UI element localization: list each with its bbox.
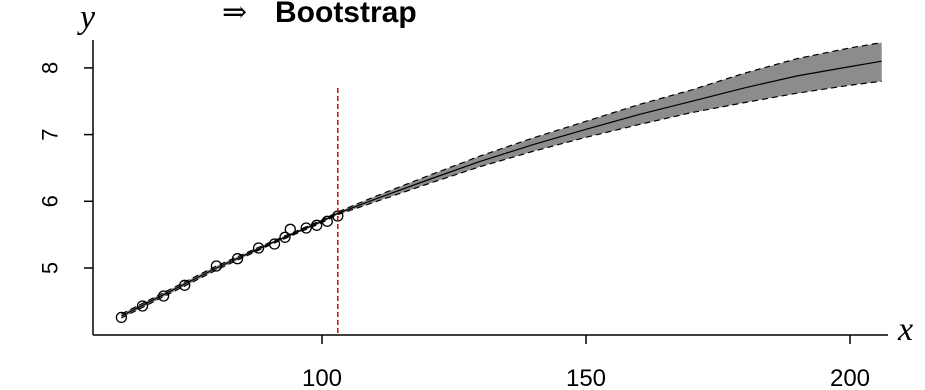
data-point: [115, 311, 128, 324]
data-point: [136, 300, 149, 312]
title-arrow: ⇒: [222, 0, 247, 30]
data-point: [210, 260, 223, 272]
x-axis-label: x: [897, 311, 913, 348]
x-tick-label: 200: [830, 365, 870, 390]
band-lower-edge: [121, 80, 882, 319]
data-point: [321, 215, 333, 227]
band-upper-edge: [121, 42, 882, 315]
y-tick-label: 7: [38, 128, 63, 140]
data-point: [300, 222, 312, 234]
data-point: [231, 253, 244, 265]
observed-points-layer: [115, 210, 344, 324]
y-axis-label: y: [77, 0, 96, 36]
y-ticks: 5 6 7 8: [38, 62, 93, 274]
y-tick-label: 6: [38, 195, 63, 207]
data-point: [311, 219, 323, 231]
y-tick-label: 5: [38, 262, 63, 274]
fitted-line: [121, 60, 882, 317]
data-point: [252, 242, 265, 254]
chart-title: Bootstrap: [275, 0, 417, 29]
confidence-band-layer: [121, 42, 882, 319]
y-tick-label: 8: [38, 62, 63, 74]
data-point: [279, 231, 291, 243]
data-point: [284, 223, 296, 235]
x-tick-label: 150: [566, 365, 606, 390]
data-point: [268, 238, 281, 250]
data-point: [157, 290, 170, 302]
fitted-line-layer: [121, 60, 882, 317]
confidence-band: [121, 42, 882, 318]
x-tick-label: 100: [302, 365, 342, 390]
x-ticks: 100 150 200: [302, 335, 870, 390]
data-point: [179, 279, 191, 291]
